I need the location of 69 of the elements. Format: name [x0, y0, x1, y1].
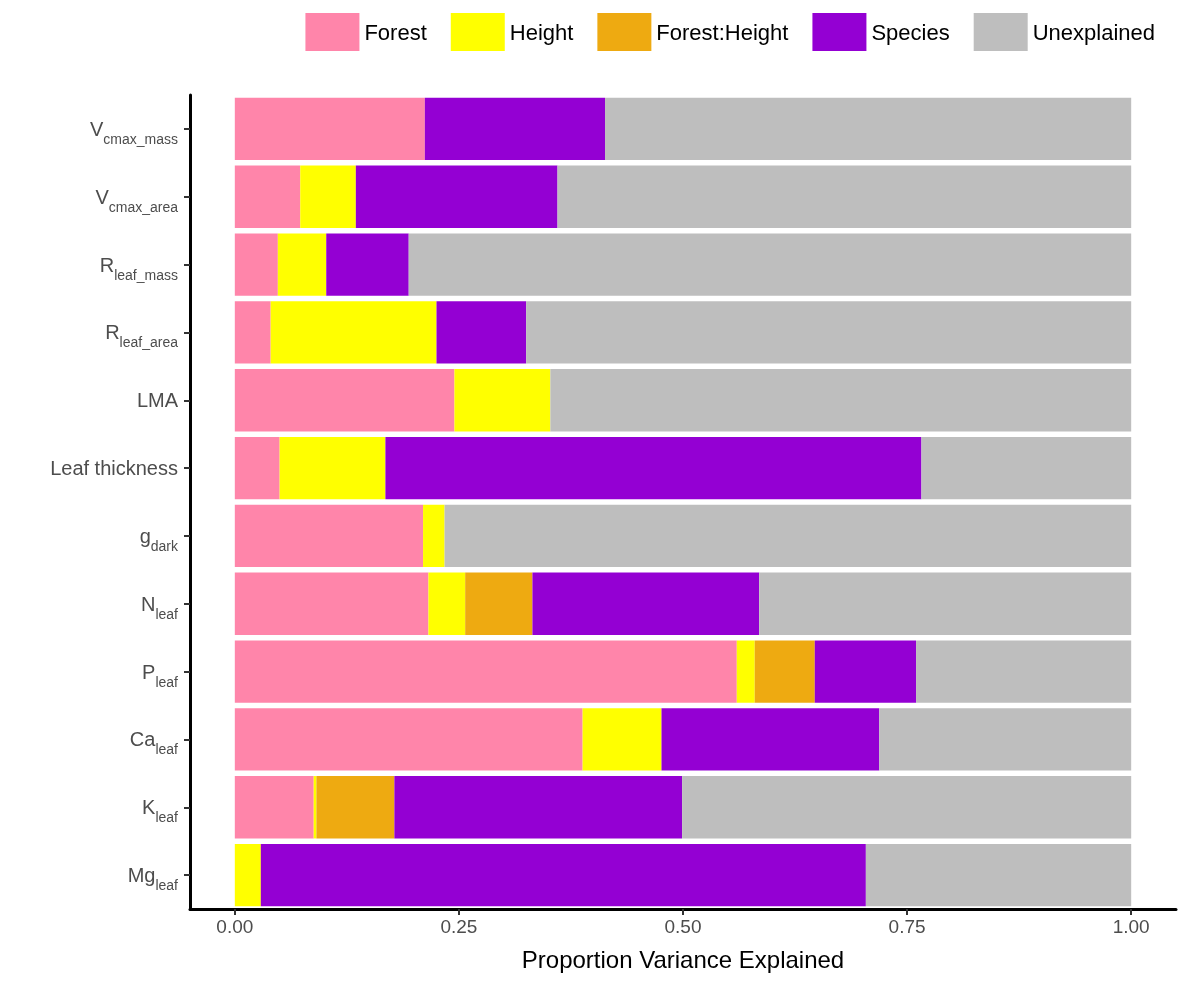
y-tick-label: R$_{leaf_area}$ [105, 321, 179, 351]
bar [279, 436, 386, 500]
legend-label: Species [871, 19, 950, 45]
bar [582, 708, 662, 771]
legend-label: Forest:Height [656, 19, 789, 45]
legend-label: Unexplained [1032, 19, 1155, 45]
bar [234, 640, 737, 703]
y-tick-label: R$_{leaf_mass}$ [99, 253, 178, 283]
y-tick-label: V$_{cmax_area}$ [95, 185, 179, 215]
y-tick-label: Leaf thickness [50, 457, 178, 480]
bar [234, 436, 280, 500]
legend-label: Height [509, 19, 574, 45]
bar [234, 301, 271, 364]
bar [814, 640, 917, 703]
bar [526, 301, 1132, 364]
bar [921, 436, 1132, 500]
bar [736, 640, 755, 703]
bar [454, 369, 551, 432]
bar [234, 572, 429, 635]
y-tick-label: P$_{leaf}$ [142, 660, 179, 690]
bar [682, 776, 1132, 839]
bar [260, 843, 866, 907]
bar [234, 504, 424, 568]
bar [754, 640, 815, 703]
bar [234, 369, 455, 432]
x-tick-label: 1.00 [1112, 916, 1150, 937]
bar [270, 301, 437, 364]
legend-label: Forest [364, 19, 427, 45]
bar [316, 776, 395, 839]
bar [234, 776, 314, 839]
x-tick-label: 0.00 [216, 916, 254, 937]
bar [550, 369, 1132, 432]
bar [234, 233, 278, 296]
bar [385, 436, 922, 500]
bar [234, 97, 425, 161]
bar [300, 165, 356, 228]
bar [605, 97, 1132, 161]
x-axis-title: Proportion Variance Explained [521, 945, 845, 973]
bar [436, 301, 527, 364]
bar [355, 165, 558, 228]
x-tick-label: 0.75 [888, 916, 926, 937]
bar [408, 233, 1132, 296]
bar [326, 233, 409, 296]
bar [394, 776, 683, 839]
bar [465, 572, 533, 635]
y-tick-label: K$_{leaf}$ [142, 796, 179, 826]
bar [557, 165, 1132, 228]
y-tick-label: LMA [136, 389, 179, 412]
y-tick-label: V$_{cmax_mass}$ [89, 117, 178, 147]
x-tick-label: 0.50 [664, 916, 702, 937]
bar [234, 708, 583, 771]
x-tick-label: 0.25 [440, 916, 478, 937]
bar [234, 843, 261, 907]
bar [759, 572, 1132, 635]
bar [424, 97, 606, 161]
y-tick-label: N$_{leaf}$ [140, 592, 179, 622]
bar [879, 708, 1132, 771]
bar [916, 640, 1132, 703]
bar [423, 504, 445, 568]
bar [532, 572, 760, 635]
bar [428, 572, 466, 635]
bar [865, 843, 1132, 907]
y-tick-label: Mg$_{leaf}$ [127, 864, 179, 894]
bar [277, 233, 327, 296]
y-tick-label: g$_{dark}$ [139, 524, 179, 554]
bar [444, 504, 1132, 568]
y-tick-label: Ca$_{leaf}$ [129, 728, 179, 758]
bar [661, 708, 880, 771]
bar [234, 165, 301, 228]
